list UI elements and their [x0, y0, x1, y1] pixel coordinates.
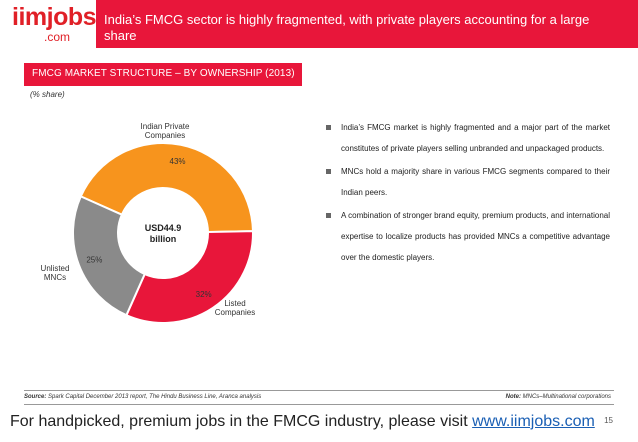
- value-label-indian-private-companies: 43%: [170, 157, 186, 166]
- bullet-square-icon: [326, 213, 331, 218]
- source-label: Source:: [24, 394, 47, 400]
- logo-domain: .com: [44, 30, 71, 44]
- bullet-text: A combination of stronger brand equity, …: [341, 211, 610, 262]
- note-label: Note:: [505, 394, 521, 400]
- category-label-unlisted-mncs: Unlisted MNCs: [40, 264, 70, 282]
- source-note: Source: Spark Capital December 2013 repo…: [24, 394, 261, 400]
- footer-link[interactable]: www.iimjobs.com: [472, 413, 595, 430]
- page-number: 15: [604, 416, 613, 425]
- bullet-item: A combination of stronger brand equity, …: [326, 205, 610, 268]
- footnote: Note: MNCs–Multinational corporations: [506, 394, 611, 400]
- slice-unlisted-mncs: [72, 195, 147, 317]
- category-label-listed: Listed Companies: [214, 299, 256, 317]
- center-label-line: USD44.9: [145, 223, 182, 233]
- footer-cta: For handpicked, premium jobs in the FMCG…: [10, 413, 595, 431]
- unit-note: (% share): [30, 90, 65, 99]
- footer-text: For handpicked, premium jobs in the FMCG…: [10, 413, 473, 430]
- section-bar: [24, 63, 302, 86]
- bullet-list: India’s FMCG market is highly fragmented…: [326, 117, 610, 270]
- source-text: Spark Capital December 2013 report, The …: [48, 394, 262, 400]
- center-label-line: billion: [150, 234, 177, 244]
- bullet-square-icon: [326, 169, 331, 174]
- bullet-item: India’s FMCG market is highly fragmented…: [326, 117, 610, 159]
- page-title: India’s FMCG sector is highly fragmented…: [104, 12, 590, 43]
- category-label-indian-private: Indian Private Companies: [140, 122, 190, 140]
- note-text: MNCs–Multinational corporations: [522, 394, 611, 400]
- slice-indian-private-companies: [79, 142, 255, 234]
- bullet-text: India’s FMCG market is highly fragmented…: [341, 123, 610, 153]
- logo-wordmark: iimjobs: [12, 3, 97, 31]
- bullet-square-icon: [326, 125, 331, 130]
- bullet-text: MNCs hold a majority share in various FM…: [341, 167, 610, 197]
- slice-listed-companies: [125, 230, 254, 324]
- divider-top: [24, 390, 614, 391]
- bullet-item: MNCs hold a majority share in various FM…: [326, 161, 610, 203]
- section-title: FMCG MARKET STRUCTURE – BY OWNERSHIP (20…: [32, 68, 295, 79]
- value-label-listed-companies: 32%: [196, 290, 212, 299]
- header-bar: [96, 0, 638, 48]
- value-label-unlisted-mncs: 25%: [86, 255, 102, 264]
- divider-bottom: [24, 404, 614, 405]
- iimjobs-logo[interactable]: iimjobs .com: [0, 0, 97, 48]
